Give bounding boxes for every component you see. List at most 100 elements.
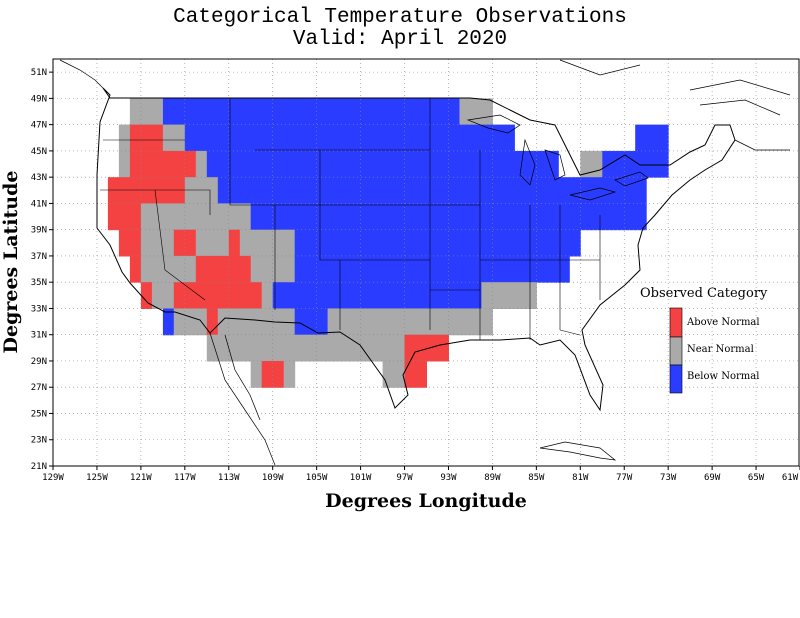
map-cell xyxy=(151,282,164,309)
chart-title: Categorical Temperature Observations xyxy=(173,6,627,29)
map-cell xyxy=(349,255,362,283)
map-cell xyxy=(613,177,625,204)
map-cell xyxy=(239,124,252,152)
lat-tick-label: 49N xyxy=(31,94,47,104)
map-cell xyxy=(305,98,318,126)
map-cell xyxy=(272,334,285,362)
map-cell xyxy=(415,203,427,231)
map-cell xyxy=(228,229,241,257)
map-cell xyxy=(261,98,274,126)
map-cell xyxy=(448,124,460,152)
lon-tick-label: 93W xyxy=(440,473,457,483)
map-cell xyxy=(327,150,340,178)
map-cell xyxy=(558,177,570,204)
map-cell xyxy=(635,203,647,231)
map-cell xyxy=(151,177,164,204)
map-cell xyxy=(327,229,340,257)
map-cell xyxy=(382,177,395,204)
map-cell xyxy=(118,177,131,204)
map-cell xyxy=(393,203,405,231)
map-cell xyxy=(459,229,471,257)
map-cell xyxy=(327,334,340,362)
map-cell xyxy=(239,203,252,231)
map-cell xyxy=(195,282,208,309)
map-cell xyxy=(283,282,296,309)
map-cell xyxy=(492,282,504,309)
map-cell xyxy=(503,229,515,257)
map-cell xyxy=(195,150,208,178)
map-cell xyxy=(217,334,230,362)
map-cell xyxy=(437,282,449,309)
legend: Observed Category Above Normal Near Norm… xyxy=(640,286,768,394)
map-cell xyxy=(338,308,351,336)
map-cell xyxy=(602,177,614,204)
map-cell xyxy=(404,334,416,362)
map-cell xyxy=(195,255,208,283)
map-cell xyxy=(525,203,537,231)
map-cell xyxy=(151,255,164,283)
map-cell xyxy=(371,203,384,231)
map-cell xyxy=(294,203,307,231)
map-cell xyxy=(162,98,175,126)
map-cell xyxy=(305,308,318,336)
map-cell xyxy=(305,203,318,231)
map-cell xyxy=(503,203,515,231)
map-cell xyxy=(382,124,395,152)
map-cell xyxy=(404,229,416,257)
lon-tick-label: 125W xyxy=(86,473,108,483)
map-cell xyxy=(338,282,351,309)
map-cell xyxy=(393,229,405,257)
map-cell xyxy=(294,308,307,336)
map-cell xyxy=(437,334,449,362)
map-cell xyxy=(349,334,362,362)
map-cell xyxy=(283,361,296,388)
lat-tick-label: 29N xyxy=(31,357,47,367)
map-cell xyxy=(272,150,285,178)
map-cell xyxy=(261,308,274,336)
map-cell xyxy=(283,203,296,231)
map-cell xyxy=(404,255,416,283)
map-cell xyxy=(206,177,219,204)
map-cell xyxy=(140,203,153,231)
map-cell xyxy=(173,255,186,283)
map-cell xyxy=(316,282,329,309)
map-cell xyxy=(173,98,186,126)
map-cell xyxy=(569,229,581,257)
map-cell xyxy=(173,124,186,152)
map-cell xyxy=(162,282,175,309)
map-frame xyxy=(52,58,800,467)
map-cell xyxy=(547,229,559,257)
map-cell xyxy=(448,98,460,126)
map-cell xyxy=(272,177,285,204)
map-cell xyxy=(492,203,504,231)
map-cell xyxy=(195,177,208,204)
map-cell xyxy=(481,255,493,283)
map-cell xyxy=(140,282,153,309)
map-cell xyxy=(239,150,252,178)
map-cell xyxy=(382,334,395,362)
map-cell xyxy=(580,150,592,178)
map-cell xyxy=(195,229,208,257)
map-cell xyxy=(316,150,329,178)
map-cell xyxy=(426,229,438,257)
map-cell xyxy=(470,98,482,126)
map-cell xyxy=(470,282,482,309)
map-cell xyxy=(426,150,438,178)
map-cell xyxy=(404,98,416,126)
map-cell xyxy=(250,98,263,126)
legend-label-near: Near Normal xyxy=(687,344,754,355)
map-cell xyxy=(404,203,416,231)
map-cell xyxy=(657,124,669,152)
lat-tick-label: 41N xyxy=(31,199,47,209)
map-cell xyxy=(239,229,252,257)
map-cell xyxy=(349,177,362,204)
map-cell xyxy=(547,150,559,178)
chart-subtitle: Valid: April 2020 xyxy=(292,28,508,51)
map-cell xyxy=(371,282,384,309)
map-cell xyxy=(514,282,526,309)
lon-tick-label: 73W xyxy=(660,473,677,483)
latitude-tick-labels: 21N 23N 25N 27N 29N 31N 33N 35N 37N 39N 41N 43N 45N 4… xyxy=(31,68,47,472)
map-cell xyxy=(459,255,471,283)
x-axis-label: Degrees Longitude xyxy=(325,490,527,512)
map-cell xyxy=(525,150,537,178)
